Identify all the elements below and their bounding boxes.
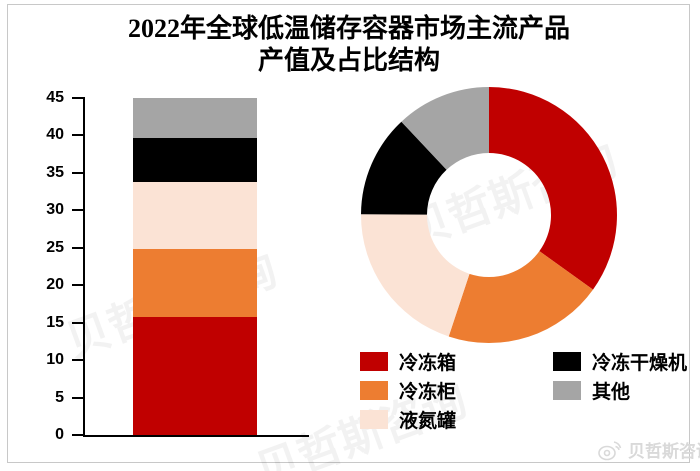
y-axis-tick-label: 35 — [46, 163, 64, 181]
legend-label: 液氮罐 — [399, 410, 457, 432]
y-axis-tick-label: 0 — [55, 426, 64, 443]
y-axis-line — [83, 97, 85, 437]
y-axis-tick-label: 40 — [46, 126, 64, 144]
donut-slice-4 — [361, 121, 447, 215]
y-axis-tick-label: 15 — [46, 313, 64, 331]
chart-title-line1: 2022年全球低温储存容器市场主流产品 — [127, 14, 570, 43]
x-axis-line — [83, 435, 309, 437]
y-axis-tick-mark — [72, 246, 83, 249]
brand-watermark: 贝哲斯咨询 — [597, 437, 700, 462]
y-axis-tick-label: 25 — [46, 238, 64, 256]
legend-item-liquid-nitrogen-tank: 液氮罐 — [360, 409, 456, 432]
legend-item-other: 其他 — [553, 380, 687, 403]
legend-label: 其他 — [592, 381, 631, 403]
y-axis-tick-label: 30 — [46, 201, 64, 219]
brand-watermark-text: 贝哲斯咨询 — [628, 442, 700, 461]
y-axis-tick-mark — [72, 284, 83, 287]
chart-title-line2: 产值及占比结构 — [257, 46, 440, 75]
y-axis-tick-mark — [72, 434, 83, 436]
donut-slice-2 — [448, 251, 594, 343]
legend-label: 冷冻箱 — [399, 352, 457, 374]
y-axis-tick-label: 5 — [55, 388, 64, 406]
legend-label: 冷冻柜 — [399, 381, 457, 403]
legend-label: 冷冻干燥机 — [592, 352, 688, 374]
bar-segment-3 — [133, 181, 257, 250]
legend-item-freezer-box: 冷冻箱 — [360, 351, 456, 374]
bar-segment-5 — [133, 98, 257, 139]
legend-swatch — [360, 409, 388, 429]
legend-item-freeze-dryer: 冷冻干燥机 — [553, 351, 687, 374]
y-axis-tick-mark — [72, 97, 83, 99]
bar-segment-1 — [133, 317, 257, 435]
y-axis-tick-label: 20 — [46, 276, 64, 294]
donut-slice-3 — [360, 214, 470, 337]
legend-swatch — [553, 380, 581, 400]
legend-column-left: 冷冻箱 冷冻柜 液氮罐 — [360, 351, 456, 438]
y-axis-tick-label: 10 — [46, 351, 64, 369]
legend-item-freezer-cabinet: 冷冻柜 — [360, 380, 456, 403]
donut-chart — [360, 87, 617, 343]
y-axis-tick-mark — [72, 134, 83, 137]
y-axis-tick-mark — [72, 396, 83, 399]
y-axis-tick-mark — [72, 171, 83, 174]
legend-column-right: 冷冻干燥机 其他 — [553, 351, 687, 409]
legend-swatch — [360, 380, 388, 400]
y-axis-tick-mark — [72, 209, 83, 212]
y-axis-tick-mark — [72, 359, 83, 362]
bar-segment-2 — [133, 249, 257, 318]
y-axis-tick-label: 45 — [46, 89, 64, 106]
y-axis-tick-mark — [72, 321, 83, 324]
donut-slice-5 — [401, 87, 489, 170]
donut-slice-1 — [489, 87, 617, 290]
chart-title: 2022年全球低温储存容器市场主流产品 产值及占比结构 — [7, 13, 691, 77]
legend-swatch — [553, 351, 581, 371]
bar-segment-4 — [133, 138, 257, 182]
legend-swatch — [360, 351, 388, 371]
weibo-icon — [598, 440, 622, 460]
